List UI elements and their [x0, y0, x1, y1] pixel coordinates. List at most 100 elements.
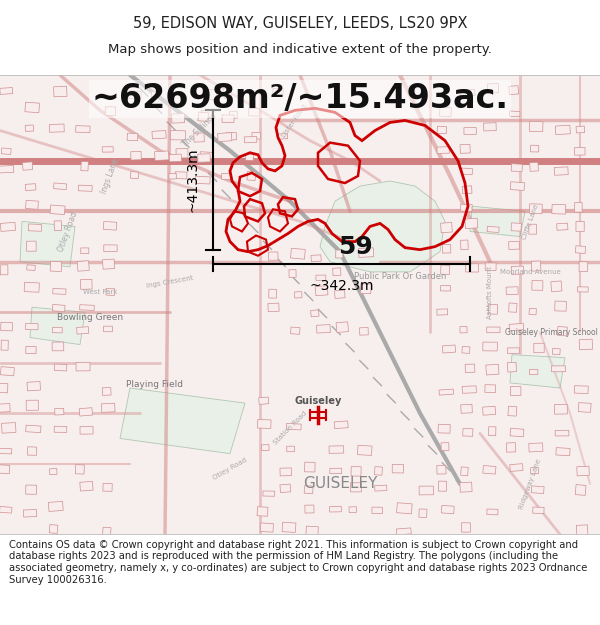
- Bar: [26, 425, 41, 432]
- Bar: [282, 522, 296, 532]
- Bar: [52, 328, 62, 333]
- Bar: [575, 484, 586, 496]
- Bar: [487, 327, 500, 332]
- Bar: [437, 466, 446, 474]
- Bar: [462, 186, 472, 194]
- Bar: [54, 221, 62, 231]
- Bar: [25, 125, 34, 131]
- Bar: [2, 422, 16, 433]
- Polygon shape: [510, 354, 565, 388]
- Text: Moorland Avenue: Moorland Avenue: [500, 269, 560, 275]
- Text: 59, EDISON WAY, GUISELEY, LEEDS, LS20 9PX: 59, EDISON WAY, GUISELEY, LEEDS, LS20 9P…: [133, 16, 467, 31]
- Bar: [464, 127, 476, 134]
- Bar: [52, 304, 65, 312]
- Bar: [533, 507, 544, 514]
- Bar: [442, 345, 455, 353]
- Bar: [439, 389, 454, 395]
- Bar: [482, 406, 496, 415]
- Bar: [78, 185, 92, 191]
- Bar: [1, 340, 8, 350]
- Bar: [529, 443, 543, 452]
- Bar: [79, 408, 92, 416]
- Bar: [290, 327, 300, 334]
- Bar: [26, 346, 36, 354]
- Bar: [329, 506, 341, 512]
- Text: Station Road: Station Road: [272, 411, 308, 446]
- Text: Ings Lane: Ings Lane: [100, 157, 121, 195]
- Bar: [575, 246, 586, 254]
- Bar: [55, 408, 64, 415]
- Bar: [372, 507, 382, 514]
- Bar: [509, 303, 517, 312]
- Bar: [574, 148, 585, 155]
- Bar: [304, 486, 313, 494]
- Bar: [0, 88, 13, 94]
- Text: 59: 59: [338, 234, 373, 259]
- Bar: [0, 465, 10, 474]
- Text: ~413.3m: ~413.3m: [185, 148, 199, 213]
- Bar: [287, 446, 295, 452]
- Bar: [26, 241, 36, 251]
- Bar: [509, 323, 524, 331]
- Bar: [359, 248, 374, 258]
- Bar: [442, 506, 454, 514]
- Bar: [530, 145, 539, 152]
- Bar: [76, 126, 90, 132]
- Bar: [461, 168, 472, 175]
- Bar: [439, 481, 446, 491]
- Bar: [244, 136, 257, 142]
- Bar: [221, 173, 231, 179]
- Bar: [349, 507, 356, 512]
- Bar: [26, 400, 38, 411]
- Bar: [102, 388, 111, 396]
- Bar: [1, 222, 16, 231]
- Bar: [269, 289, 277, 298]
- Bar: [305, 462, 315, 472]
- Bar: [257, 507, 268, 516]
- Bar: [0, 383, 8, 392]
- Bar: [257, 419, 271, 428]
- Bar: [53, 86, 67, 97]
- Bar: [329, 446, 344, 453]
- Bar: [28, 224, 41, 231]
- Bar: [25, 102, 40, 112]
- Bar: [511, 386, 521, 396]
- Bar: [103, 483, 112, 491]
- Bar: [286, 423, 301, 430]
- Bar: [175, 172, 187, 179]
- Bar: [229, 111, 238, 119]
- Bar: [460, 144, 470, 153]
- Bar: [81, 161, 88, 171]
- Bar: [262, 444, 269, 451]
- Bar: [508, 348, 519, 354]
- Bar: [77, 327, 89, 334]
- Bar: [374, 485, 387, 491]
- Bar: [1, 322, 13, 331]
- Bar: [170, 131, 185, 140]
- Text: Otley Road: Otley Road: [56, 210, 79, 252]
- Bar: [334, 421, 348, 429]
- Polygon shape: [320, 181, 445, 272]
- Bar: [198, 112, 209, 121]
- Bar: [23, 162, 32, 170]
- Bar: [252, 132, 260, 139]
- Bar: [488, 427, 496, 436]
- Bar: [332, 268, 341, 276]
- Bar: [295, 292, 302, 298]
- Bar: [169, 173, 176, 179]
- Bar: [437, 147, 449, 154]
- Bar: [223, 88, 232, 98]
- Bar: [460, 326, 467, 333]
- Bar: [54, 426, 67, 432]
- Text: Guiseley Primary School: Guiseley Primary School: [505, 328, 598, 337]
- Bar: [461, 522, 470, 532]
- Bar: [579, 262, 588, 271]
- Bar: [249, 108, 259, 116]
- Polygon shape: [120, 388, 245, 454]
- Text: Ashtofts Mount: Ashtofts Mount: [487, 266, 493, 319]
- Text: West Park: West Park: [83, 289, 117, 295]
- Bar: [438, 424, 450, 433]
- Bar: [392, 464, 404, 473]
- Bar: [176, 149, 188, 158]
- Bar: [529, 308, 536, 315]
